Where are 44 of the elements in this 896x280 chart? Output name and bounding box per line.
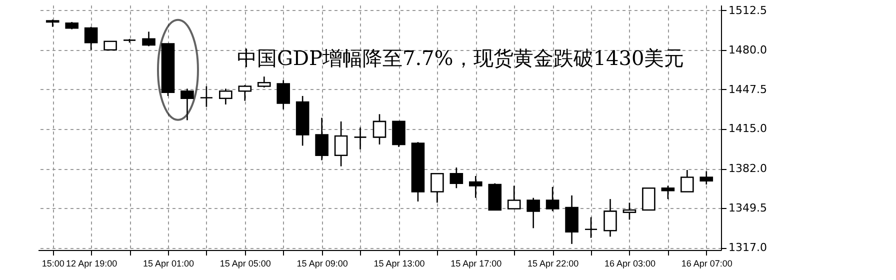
candlestick <box>584 216 598 239</box>
candlestick <box>315 117 328 161</box>
candlestick <box>507 185 521 210</box>
y-tick-label: 1480.0 <box>728 43 767 56</box>
candlestick <box>200 86 214 108</box>
candlestick <box>430 172 444 204</box>
candlestick <box>661 185 675 200</box>
candlestick <box>392 120 406 148</box>
x-tick-label: 15 Apr 22:00 <box>528 258 579 268</box>
candlestick <box>622 202 636 220</box>
x-tick-label: 15 Apr 05:00 <box>220 258 271 268</box>
candlestick <box>642 187 656 211</box>
candlestick <box>334 120 348 167</box>
x-tick-label: 15 Apr 17:00 <box>450 258 502 268</box>
candlestick <box>257 76 271 88</box>
candlestick <box>450 166 464 189</box>
candlestick <box>526 197 540 229</box>
x-tick-label: 16 Apr 07:00 <box>681 258 732 268</box>
x-tick-label: 15:00 <box>42 258 64 268</box>
candlestick <box>238 84 252 102</box>
x-tick-label: 15 Apr 01:00 <box>142 258 194 268</box>
candlestick <box>604 198 617 238</box>
annotation: 中国GDP增幅降至7.7%，现货黄金跌破1430美元 <box>237 46 684 70</box>
x-tick-label: 15 Apr 09:00 <box>296 258 348 268</box>
candlestick <box>142 31 156 47</box>
candlestick <box>354 126 367 150</box>
candlestick <box>219 88 232 106</box>
candlestick <box>546 186 560 212</box>
candlestick <box>276 80 290 110</box>
y-tick-label: 1349.5 <box>728 202 767 215</box>
candlestick <box>372 114 386 146</box>
y-tick-label: 1382.0 <box>728 162 767 176</box>
y-tick-label: 1447.5 <box>728 82 767 96</box>
x-tick-label: 16 Apr 03:00 <box>604 258 656 268</box>
y-tick-label: 1512.5 <box>728 4 767 17</box>
candlestick <box>468 175 482 198</box>
candlestick <box>700 170 714 186</box>
x-tick-label: 15 Apr 13:00 <box>374 258 425 268</box>
y-tick-label: 1317.0 <box>728 241 767 254</box>
y-tick-label: 1415.0 <box>728 122 767 136</box>
candlestick <box>680 169 694 192</box>
candlestick <box>180 88 194 121</box>
candlestick <box>84 26 98 51</box>
x-tick-label: 12 Apr 19:00 <box>66 258 118 268</box>
